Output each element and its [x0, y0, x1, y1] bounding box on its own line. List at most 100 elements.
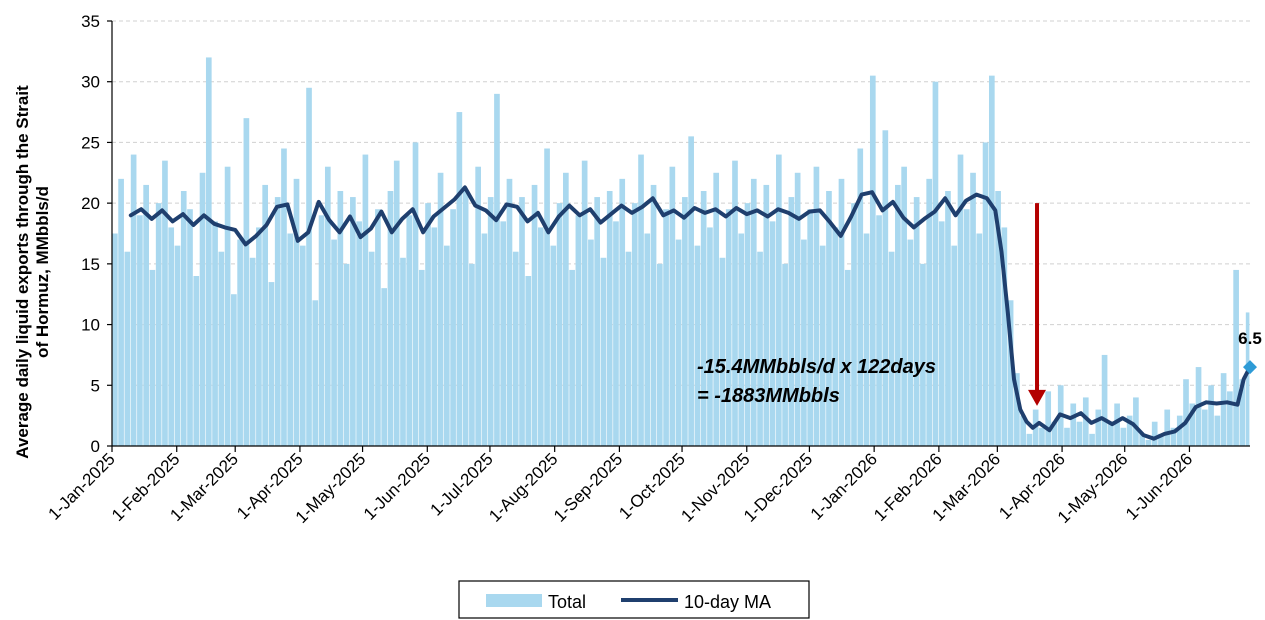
bar-2025-06-15	[456, 112, 463, 447]
bar-2025-08-26	[606, 191, 613, 446]
bar-2025-01-16	[143, 184, 149, 446]
bar-2026-04-23	[1108, 421, 1114, 446]
bar-2025-09-13	[644, 233, 651, 446]
bar-2026-04-05	[1070, 403, 1077, 446]
y-tick-label-5: 5	[91, 376, 100, 395]
bar-2025-10-16	[713, 172, 720, 447]
bar-2025-02-03	[180, 191, 187, 446]
bar-2025-12-30	[869, 75, 876, 447]
bar-2025-03-05	[243, 118, 250, 447]
bar-2025-06-12	[450, 209, 456, 446]
bar-2025-01-28	[168, 227, 175, 446]
y-axis-title-line-1: Average daily liquid exports through the…	[13, 85, 32, 459]
bar-2025-04-19	[337, 191, 344, 446]
legend-swatch-total	[486, 594, 542, 607]
bar-2025-12-21	[851, 203, 857, 446]
bar-2025-01-01	[112, 233, 118, 446]
bar-2025-06-06	[437, 172, 444, 447]
bar-2025-12-12	[832, 227, 839, 446]
bar-2025-11-24	[794, 172, 801, 447]
legend-label-total: Total	[548, 592, 586, 612]
bar-2025-04-07	[312, 300, 319, 446]
bar-2025-10-10	[700, 191, 707, 446]
bar-2026-06-25	[1239, 379, 1246, 446]
bar-2025-08-08	[569, 269, 575, 446]
y-tick-label-25: 25	[81, 133, 100, 152]
end-value-label: 6.5	[1238, 329, 1262, 348]
bar-2026-02-25	[988, 75, 995, 447]
bar-2026-05-17	[1158, 433, 1164, 446]
bar-2025-06-18	[462, 191, 469, 446]
bar-2026-05-05	[1133, 397, 1139, 446]
bar-2025-04-28	[356, 221, 362, 446]
bar-2025-03-08	[249, 257, 256, 446]
bar-2025-12-15	[838, 178, 845, 446]
bar-2025-10-31	[744, 203, 751, 446]
bar-2025-03-17	[268, 282, 275, 446]
bar-2026-04-08	[1076, 421, 1083, 446]
bar-2026-06-07	[1201, 409, 1208, 446]
y-tick-label-0: 0	[91, 437, 100, 456]
bar-2026-03-27	[1051, 421, 1058, 446]
bar-2025-02-21	[218, 251, 225, 446]
bar-2025-08-17	[588, 239, 594, 446]
bar-2026-03-21	[1039, 427, 1045, 446]
y-tick-label-20: 20	[81, 194, 100, 213]
bar-2026-03-24	[1045, 391, 1052, 446]
bar-2025-05-19	[400, 257, 406, 446]
bar-2026-03-15	[1026, 433, 1033, 446]
bar-2026-04-20	[1101, 354, 1108, 446]
bar-2025-06-03	[431, 227, 438, 446]
bar-2026-06-16	[1220, 373, 1227, 446]
bar-2025-02-15	[205, 57, 212, 447]
bar-2026-02-04	[945, 191, 951, 446]
bar-2025-02-27	[231, 294, 237, 446]
bar-2025-04-25	[350, 197, 356, 446]
bar-2026-01-02	[876, 215, 882, 446]
bar-2026-02-19	[976, 233, 983, 446]
bar-2025-12-24	[857, 148, 864, 446]
bar-2025-07-12	[512, 251, 519, 446]
y-tick-label-30: 30	[81, 73, 100, 92]
bar-2026-05-11	[1145, 439, 1152, 446]
bar-2025-01-13	[137, 215, 143, 446]
bar-2025-05-07	[375, 209, 381, 446]
bar-2025-02-06	[187, 209, 193, 446]
bar-2026-01-20	[913, 197, 920, 446]
x-tick-label-2025-06-01: 1-Jun-2025	[360, 449, 434, 523]
bar-2026-05-14	[1151, 421, 1158, 446]
bar-2025-10-22	[725, 209, 732, 446]
bar-2025-09-10	[638, 154, 644, 447]
bar-2025-07-15	[519, 197, 525, 446]
bar-2026-01-14	[901, 166, 907, 446]
bar-2025-09-28	[675, 239, 682, 446]
bar-2025-03-29	[293, 178, 300, 446]
bar-2025-05-31	[425, 203, 431, 446]
bar-2026-05-02	[1126, 415, 1133, 446]
bar-2025-03-20	[274, 197, 281, 446]
bar-2025-07-03	[494, 93, 500, 446]
bar-2025-08-02	[556, 203, 563, 446]
bar-2025-09-07	[631, 203, 638, 446]
y-tick-label-35: 35	[81, 12, 100, 31]
bar-2025-05-28	[418, 269, 425, 446]
bar-2026-01-11	[895, 184, 901, 446]
bar-2025-10-25	[732, 160, 738, 446]
bar-2025-10-07	[694, 245, 701, 446]
bar-2025-12-27	[863, 233, 870, 446]
bar-2025-06-09	[444, 245, 450, 446]
bar-2025-11-30	[807, 209, 813, 446]
bar-2025-02-12	[199, 172, 206, 447]
bar-2025-10-01	[682, 197, 688, 446]
bar-2026-02-01	[938, 221, 945, 446]
bar-2026-01-26	[926, 178, 933, 446]
bar-2025-12-06	[819, 245, 826, 446]
bar-2026-01-17	[907, 239, 914, 446]
bar-2025-07-09	[506, 178, 513, 446]
bar-2025-12-18	[844, 269, 851, 446]
ma-line	[128, 185, 1252, 441]
drop-arrow	[1028, 203, 1047, 406]
bar-2025-04-22	[343, 263, 350, 446]
bar-2025-11-18	[782, 263, 788, 446]
bar-2026-02-10	[957, 154, 964, 447]
